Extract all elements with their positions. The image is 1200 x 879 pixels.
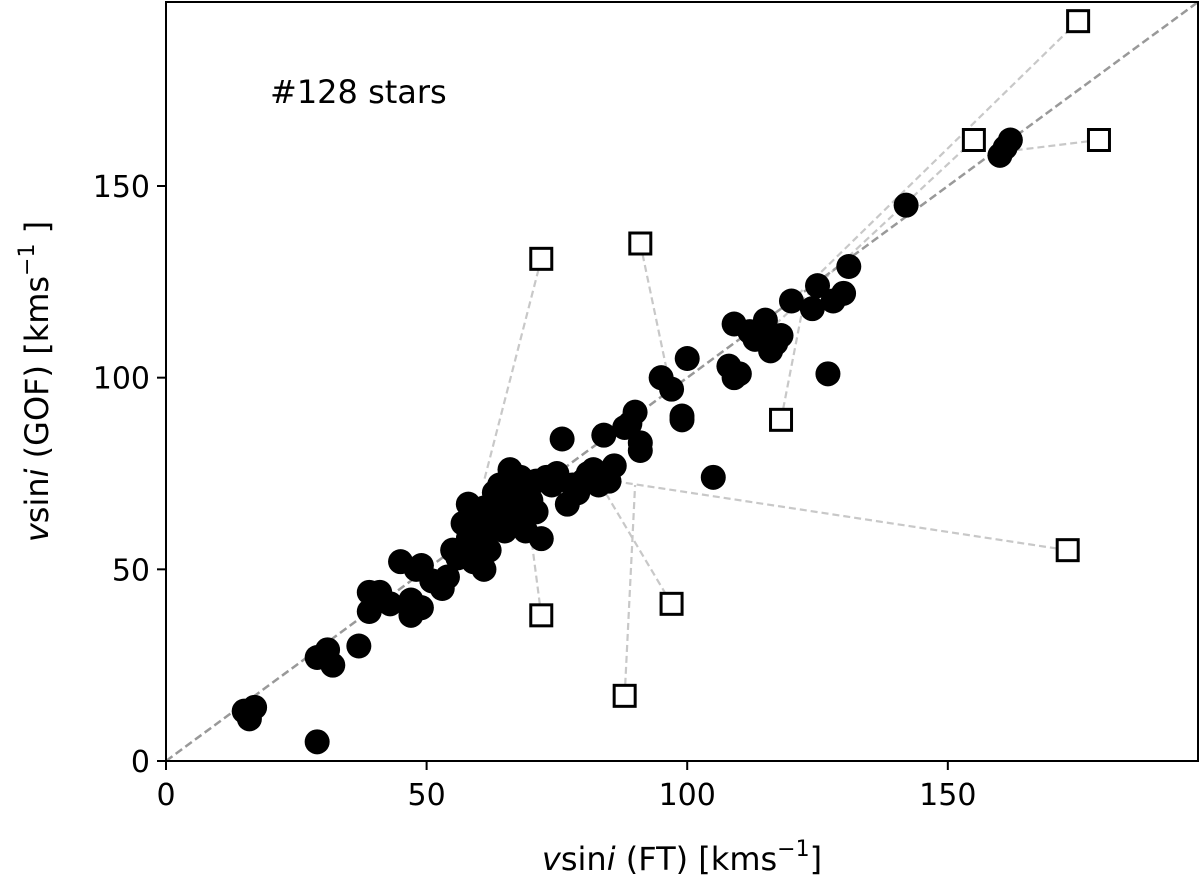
outlier-square (612, 683, 637, 708)
data-point (669, 403, 695, 429)
data-point (831, 280, 857, 306)
data-point (627, 438, 653, 463)
x-axis-ticks: 0 50 100 150 (156, 761, 976, 813)
outlier-square (529, 246, 554, 271)
y-label-sup: −1 (15, 243, 40, 275)
y-label-end: ] (18, 221, 56, 244)
y-tick-label: 0 (131, 745, 150, 780)
data-point (591, 422, 617, 448)
outlier-square (769, 407, 794, 432)
data-point (434, 564, 460, 590)
outlier-links (482, 20, 1100, 696)
data-point (476, 537, 502, 563)
x-tick-label: 0 (156, 778, 175, 813)
plot-area (166, 2, 1198, 761)
outlier-square (1055, 538, 1080, 563)
outlier-link (775, 139, 975, 325)
data-point (528, 526, 554, 552)
data-point (377, 591, 403, 617)
data-point (346, 633, 372, 659)
outlier-link (779, 312, 803, 421)
outlier-square (961, 128, 986, 152)
data-point (836, 254, 862, 279)
data-points (231, 127, 1023, 755)
data-point (242, 694, 268, 720)
x-label-ital: i (607, 840, 616, 878)
data-point (752, 307, 778, 333)
data-point (601, 453, 627, 479)
y-axis-label: vsini (GOF) [kms−1 ] (15, 221, 56, 542)
data-point (893, 192, 919, 218)
outlier-link (482, 258, 543, 482)
x-label-rest: (FT) [kms (616, 840, 778, 878)
data-point (304, 729, 330, 755)
data-point (408, 595, 434, 621)
data-point (523, 499, 549, 525)
y-label-ital: i (18, 468, 56, 477)
data-point (549, 426, 575, 452)
data-point (815, 361, 841, 387)
data-point (997, 127, 1023, 153)
outlier-square (659, 591, 684, 616)
data-point (805, 273, 831, 299)
outlier-square (628, 231, 653, 256)
y-label-func: sin (18, 477, 56, 523)
outlier-square (529, 603, 554, 628)
one-to-one-line (166, 2, 1198, 761)
outlier-link (614, 480, 1068, 552)
data-point (700, 464, 726, 490)
data-point (320, 652, 346, 678)
star-count-annotation: #128 stars (270, 73, 447, 111)
outlier-link (529, 534, 543, 616)
x-label-var: v (542, 840, 562, 878)
y-tick-label: 150 (93, 170, 150, 205)
outlier-link (597, 480, 673, 605)
data-point (622, 399, 648, 425)
outlier-link (1005, 138, 1100, 153)
data-point (356, 599, 382, 624)
data-point (674, 346, 700, 371)
x-tick-label: 50 (408, 778, 446, 813)
axes-frame (165, 1, 1199, 762)
x-label-sup: −1 (777, 837, 809, 862)
outlier-link (623, 484, 637, 696)
y-label-var: v (18, 522, 56, 542)
data-point (778, 288, 804, 314)
outlier-square (1086, 128, 1111, 152)
y-tick-label: 50 (112, 553, 150, 588)
y-label-rest: (GOF) [kms (18, 276, 56, 469)
outlier-square (1066, 9, 1091, 34)
x-label-func: sin (561, 840, 607, 878)
outlier-link (790, 20, 1079, 302)
data-point (659, 376, 685, 402)
outlier-squares (529, 9, 1111, 708)
data-point (799, 296, 825, 322)
x-tick-label: 150 (919, 778, 976, 813)
data-point (726, 361, 752, 387)
y-tick-label: 100 (93, 362, 150, 397)
x-tick-label: 100 (659, 778, 716, 813)
x-label-end: ] (810, 840, 822, 878)
data-point (768, 323, 794, 348)
x-axis-label: vsini (FT) [kms−1] (542, 837, 822, 878)
y-axis-ticks: 0 50 100 150 (93, 170, 166, 780)
data-point (471, 556, 497, 582)
